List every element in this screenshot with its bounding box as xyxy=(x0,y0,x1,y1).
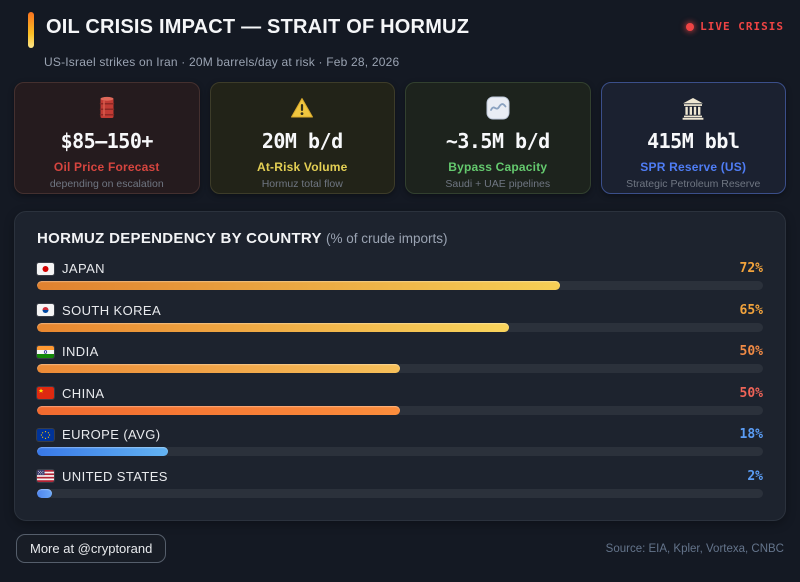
flag-icon-us xyxy=(37,470,54,482)
country-value: 18% xyxy=(739,427,763,442)
stat-sublabel: Saudi + UAE pipelines xyxy=(445,178,551,190)
stat-value: 415M bbl xyxy=(647,129,740,153)
stat-cards: $85—150+ Oil Price Forecast depending on e… xyxy=(14,82,786,194)
country-value: 50% xyxy=(739,385,763,401)
oil-barrel-icon xyxy=(15,95,199,121)
stat-value: $85—150+ xyxy=(60,129,154,153)
stat-label: Oil Price Forecast xyxy=(53,160,160,174)
chart-row-head: UNITED STATES 2% xyxy=(37,469,763,484)
country-label: JAPAN xyxy=(62,261,105,276)
bank-icon xyxy=(602,95,786,121)
flag-icon-kr xyxy=(37,304,54,316)
chart-row-head: SOUTH KOREA 65% xyxy=(37,303,763,318)
chart-row-head: CHINA 50% xyxy=(37,386,763,401)
stat-value: 20M b/d xyxy=(261,129,343,153)
stat-card-bypass-capacity: ~3.5M b/d Bypass Capacity Saudi + UAE pipe… xyxy=(405,82,591,194)
chart-panel: HORMUZ DEPENDENCY BY COUNTRY (% of crude… xyxy=(14,211,786,521)
stat-sublabel: depending on escalation xyxy=(49,178,164,190)
stat-label: SPR Reserve (US) xyxy=(640,160,747,174)
country-label: EUROPE (AVG) xyxy=(62,427,161,442)
chart-row: UNITED STATES 2% xyxy=(37,469,763,498)
source-text: Source: EIA, Kpler, Vortexa, CNBC xyxy=(605,542,784,555)
bar-track xyxy=(37,405,763,415)
bar-track xyxy=(37,364,763,373)
stat-card-oil-price: $85—150+ Oil Price Forecast depending on e… xyxy=(14,82,200,194)
country-value: 2% xyxy=(747,468,763,484)
bar-track xyxy=(37,281,763,290)
chart-row-head: JAPAN 72% xyxy=(37,261,763,276)
flag-icon-eu xyxy=(37,428,54,441)
stat-value: ~3.5M b/d xyxy=(445,129,550,153)
bar-fill xyxy=(37,447,168,456)
flag-icon-jp xyxy=(37,262,54,275)
chart-row: JAPAN 72% xyxy=(37,261,763,290)
bar-track xyxy=(37,488,763,498)
stat-sublabel: Strategic Petroleum Reserve xyxy=(626,178,761,190)
bar-track xyxy=(37,322,763,332)
country-label: INDIA xyxy=(62,344,99,359)
chart-row: INDIA 50% xyxy=(37,344,763,373)
stat-label: Bypass Capacity xyxy=(448,160,548,174)
chart-row: CHINA 50% xyxy=(37,386,763,415)
header-accent-bar xyxy=(28,12,34,48)
chart-row-head: INDIA 50% xyxy=(37,344,763,359)
country-value: 50% xyxy=(739,344,763,359)
pipeline-icon xyxy=(406,95,590,121)
page-title: OIL CRISIS IMPACT — STRAIT OF HORMUZ xyxy=(46,16,470,38)
bar-fill xyxy=(37,322,509,332)
chart-rows: JAPAN 72% SOUTH KOREA 65% INDIA 50% CHINA 50% EU… xyxy=(37,261,763,498)
stat-card-at-risk-volume: 20M b/d At-Risk Volume Hormuz total flow xyxy=(209,82,395,194)
bar-track xyxy=(37,447,763,456)
chart-row: EUROPE (AVG) 18% xyxy=(37,427,763,456)
stat-card-spr-reserve: 415M bbl SPR Reserve (US) Strategic Petrol… xyxy=(600,82,786,194)
header: OIL CRISIS IMPACT — STRAIT OF HORMUZ LIV… xyxy=(14,10,786,48)
chart-row: SOUTH KOREA 65% xyxy=(37,303,763,332)
chart-title-sub: (% of crude imports) xyxy=(326,231,448,246)
flag-icon-in xyxy=(37,345,54,358)
live-badge-label: LIVE CRISIS xyxy=(700,20,784,33)
country-value: 65% xyxy=(739,302,763,318)
footer: More at @cryptorand Source: EIA, Kpler, … xyxy=(14,534,786,563)
live-crisis-badge: LIVE CRISIS xyxy=(686,10,784,33)
chart-row-head: EUROPE (AVG) 18% xyxy=(37,427,763,442)
country-label: UNITED STATES xyxy=(62,468,168,484)
chart-title: HORMUZ DEPENDENCY BY COUNTRY (% of crude… xyxy=(37,230,763,247)
cta-button[interactable]: More at @cryptorand xyxy=(16,534,167,563)
bar-fill xyxy=(37,281,560,290)
flag-icon-cn xyxy=(37,387,54,399)
country-label: CHINA xyxy=(62,385,105,401)
chart-title-main: HORMUZ DEPENDENCY BY COUNTRY xyxy=(37,230,322,247)
country-value: 72% xyxy=(739,261,763,276)
country-label: SOUTH KOREA xyxy=(62,302,162,318)
bar-fill xyxy=(37,488,52,498)
warning-icon xyxy=(211,95,395,121)
bar-fill xyxy=(37,364,400,373)
live-dot-icon xyxy=(686,22,695,31)
header-subtitle: US-Israel strikes on Iran · 20M barrels/… xyxy=(44,55,400,69)
stat-sublabel: Hormuz total flow xyxy=(261,178,343,190)
stat-label: At-Risk Volume xyxy=(256,160,348,174)
bar-fill xyxy=(37,405,400,415)
